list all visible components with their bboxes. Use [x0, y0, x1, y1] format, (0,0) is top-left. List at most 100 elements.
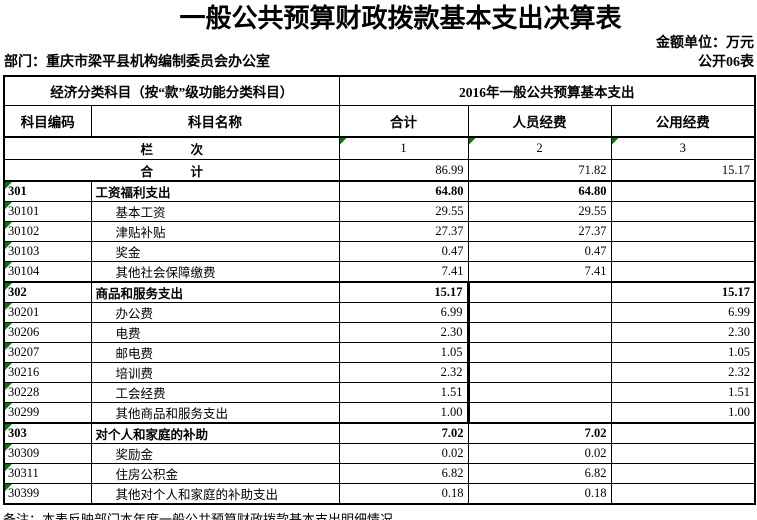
col-header-total[interactable]: 合计: [338, 105, 469, 138]
cell-public[interactable]: [610, 221, 756, 242]
code-text: 30311: [8, 466, 39, 480]
cell-name[interactable]: 奖励金: [90, 443, 340, 464]
column-index-label[interactable]: 栏 次: [3, 136, 340, 160]
cell-total[interactable]: 1.05: [338, 342, 469, 363]
cell-total[interactable]: 64.80: [338, 180, 469, 202]
cell-code[interactable]: 30103: [3, 241, 92, 262]
column-index-2[interactable]: 2: [467, 136, 612, 160]
cell-code[interactable]: 30216: [3, 362, 92, 383]
cell-public[interactable]: [610, 483, 756, 505]
cell-personnel[interactable]: 0.18: [467, 483, 612, 505]
code-text: 302: [8, 285, 27, 299]
cell-total[interactable]: 27.37: [338, 221, 469, 242]
col-header-personnel-funds[interactable]: 人员经费: [467, 105, 612, 138]
cell-personnel[interactable]: 64.80: [467, 180, 612, 202]
cell-public[interactable]: 2.32: [610, 362, 756, 383]
column-index-3[interactable]: 3: [610, 136, 756, 160]
cell-public[interactable]: [610, 261, 756, 283]
cell-total[interactable]: 1.51: [338, 382, 469, 403]
cell-personnel[interactable]: 7.02: [467, 422, 612, 444]
cell-public[interactable]: 15.17: [610, 281, 756, 303]
cell-personnel[interactable]: [466, 322, 612, 343]
cell-name[interactable]: 津贴补贴: [90, 221, 340, 242]
cell-personnel[interactable]: 0.02: [467, 443, 612, 464]
cell-public[interactable]: [610, 241, 756, 262]
cell-public[interactable]: [610, 463, 756, 484]
cell-name[interactable]: 基本工资: [90, 201, 340, 222]
cell-public[interactable]: 6.99: [610, 302, 756, 323]
cell-name[interactable]: 其他商品和服务支出: [90, 402, 340, 424]
cell-total[interactable]: 1.00: [338, 402, 469, 424]
cell-code[interactable]: 30101: [3, 201, 92, 222]
cell-total[interactable]: 7.41: [338, 261, 469, 283]
column-index-1[interactable]: 1: [338, 136, 469, 160]
cell-name[interactable]: 住房公积金: [90, 463, 340, 484]
header-2016-basic-expenditure[interactable]: 2016年一般公共预算基本支出: [338, 75, 756, 106]
cell-name[interactable]: 邮电费: [90, 342, 340, 363]
cell-personnel[interactable]: 0.47: [467, 241, 612, 262]
cell-public[interactable]: [610, 201, 756, 222]
cell-public[interactable]: [610, 180, 756, 202]
cell-personnel[interactable]: [466, 281, 612, 303]
cell-public[interactable]: 1.51: [610, 382, 756, 403]
col-header-subject-name[interactable]: 科目名称: [90, 105, 340, 138]
cell-total[interactable]: 2.32: [338, 362, 469, 383]
cell-name[interactable]: 培训费: [90, 362, 340, 383]
cell-personnel[interactable]: [466, 402, 612, 424]
cell-total[interactable]: 6.99: [338, 302, 469, 323]
cell-total[interactable]: 2.30: [338, 322, 469, 343]
cell-name[interactable]: 奖金: [90, 241, 340, 262]
grand-total-public[interactable]: 15.17: [610, 159, 756, 182]
cell-personnel[interactable]: [466, 342, 612, 363]
cell-code[interactable]: 30399: [3, 483, 92, 505]
cell-code[interactable]: 30102: [3, 221, 92, 242]
cell-total[interactable]: 6.82: [338, 463, 469, 484]
header-economic-classification[interactable]: 经济分类科目（按“款”级功能分类科目）: [3, 75, 340, 106]
cell-personnel[interactable]: 27.37: [467, 221, 612, 242]
grand-total-label[interactable]: 合 计: [3, 159, 340, 182]
cell-name[interactable]: 商品和服务支出: [90, 281, 340, 303]
cell-name[interactable]: 电费: [90, 322, 340, 343]
cell-code[interactable]: 30299: [3, 402, 92, 424]
cell-total[interactable]: 0.18: [338, 483, 469, 505]
cell-total[interactable]: 29.55: [338, 201, 469, 222]
cell-code[interactable]: 30207: [3, 342, 92, 363]
code-text: 30201: [8, 305, 40, 319]
cell-code[interactable]: 30228: [3, 382, 92, 403]
cell-code[interactable]: 303: [3, 422, 92, 444]
cell-public[interactable]: 2.30: [610, 322, 756, 343]
cell-name[interactable]: 其他对个人和家庭的补助支出: [90, 483, 340, 505]
cell-name[interactable]: 工资福利支出: [90, 180, 340, 202]
header-group-row: 经济分类科目（按“款”级功能分类科目） 2016年一般公共预算基本支出: [3, 75, 756, 106]
cell-public[interactable]: [610, 422, 756, 444]
cell-name[interactable]: 工会经费: [90, 382, 340, 403]
cell-personnel[interactable]: [466, 302, 612, 323]
table-row-303: 303 对个人和家庭的补助 7.02 7.02: [3, 422, 756, 444]
cell-personnel[interactable]: [466, 362, 612, 383]
cell-personnel[interactable]: 7.41: [467, 261, 612, 283]
cell-personnel[interactable]: [466, 382, 612, 403]
cell-name[interactable]: 对个人和家庭的补助: [90, 422, 340, 444]
grand-total-personnel[interactable]: 71.82: [467, 159, 612, 182]
cell-code[interactable]: 30104: [3, 261, 92, 283]
cell-total[interactable]: 0.47: [338, 241, 469, 262]
cell-code[interactable]: 301: [3, 180, 92, 202]
cell-personnel[interactable]: 6.82: [467, 463, 612, 484]
grand-total-value[interactable]: 86.99: [338, 159, 469, 182]
cell-total[interactable]: 7.02: [338, 422, 469, 444]
cell-code[interactable]: 30201: [3, 302, 92, 323]
cell-code[interactable]: 30309: [3, 443, 92, 464]
cell-code[interactable]: 30206: [3, 322, 92, 343]
cell-public[interactable]: 1.00: [610, 402, 756, 424]
cell-total[interactable]: 15.17: [338, 281, 469, 303]
col-header-subject-code[interactable]: 科目编码: [3, 105, 92, 138]
cell-personnel[interactable]: 29.55: [467, 201, 612, 222]
cell-code[interactable]: 30311: [3, 463, 92, 484]
cell-public[interactable]: 1.05: [610, 342, 756, 363]
cell-code[interactable]: 302: [3, 281, 92, 303]
cell-name[interactable]: 办公费: [90, 302, 340, 323]
col-header-public-funds[interactable]: 公用经费: [610, 105, 756, 138]
cell-public[interactable]: [610, 443, 756, 464]
cell-name[interactable]: 其他社会保障缴费: [90, 261, 340, 283]
cell-total[interactable]: 0.02: [338, 443, 469, 464]
